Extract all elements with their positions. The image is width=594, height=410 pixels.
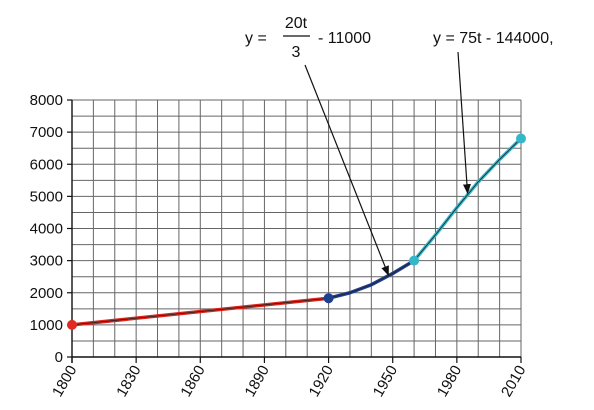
data-point [516, 133, 526, 144]
x-tick-label: 1890 [241, 363, 272, 400]
data-point [67, 319, 77, 330]
y-tick-labels: 0 1000 2000 3000 4000 5000 6000 7000 8000 [30, 92, 72, 366]
y-tick-label: 1000 [30, 317, 63, 334]
annotation-2-arrow [457, 51, 471, 195]
y-tick-label: 2000 [30, 285, 63, 302]
data-points [67, 133, 526, 330]
series-lines [70, 136, 523, 327]
annotation-1-prefix: y = [245, 30, 267, 47]
annotation-1-suffix: - 11000 [318, 30, 371, 47]
x-tick-label: 1860 [177, 363, 208, 400]
data-point [323, 293, 334, 304]
axes [71, 100, 521, 363]
x-tick-label: 1920 [306, 363, 337, 400]
annotation-2-text: y = 75t - 144000, [433, 30, 554, 47]
series-1-outline [71, 297, 329, 326]
y-tick-label: 0 [55, 349, 63, 366]
annotation-1-denominator: 3 [292, 44, 301, 61]
series-3-outline [413, 138, 522, 261]
x-tick-label: 2010 [498, 363, 529, 400]
y-tick-label: 3000 [30, 253, 63, 270]
y-tick-label: 4000 [30, 221, 63, 238]
y-tick-label: 7000 [30, 124, 63, 141]
series-2-outline [328, 260, 415, 299]
data-point [409, 255, 420, 266]
annotation-1: y = 20t 3 - 11000 [245, 15, 389, 277]
x-tick-labels: 1800 1830 1860 1890 1920 1950 1980 2010 [49, 357, 529, 400]
y-tick-label: 8000 [30, 92, 63, 109]
annotation-1-numerator: 20t [285, 15, 308, 32]
y-tick-label: 6000 [30, 156, 63, 173]
x-tick-label: 1950 [370, 363, 401, 400]
x-tick-label: 1980 [434, 363, 465, 400]
x-tick-label: 1800 [49, 363, 80, 400]
annotation-1-arrow [304, 64, 389, 277]
series-3-line [412, 136, 523, 263]
y-tick-label: 5000 [30, 188, 63, 205]
annotation-2: y = 75t - 144000, [433, 30, 554, 195]
x-tick-label: 1830 [113, 363, 144, 400]
